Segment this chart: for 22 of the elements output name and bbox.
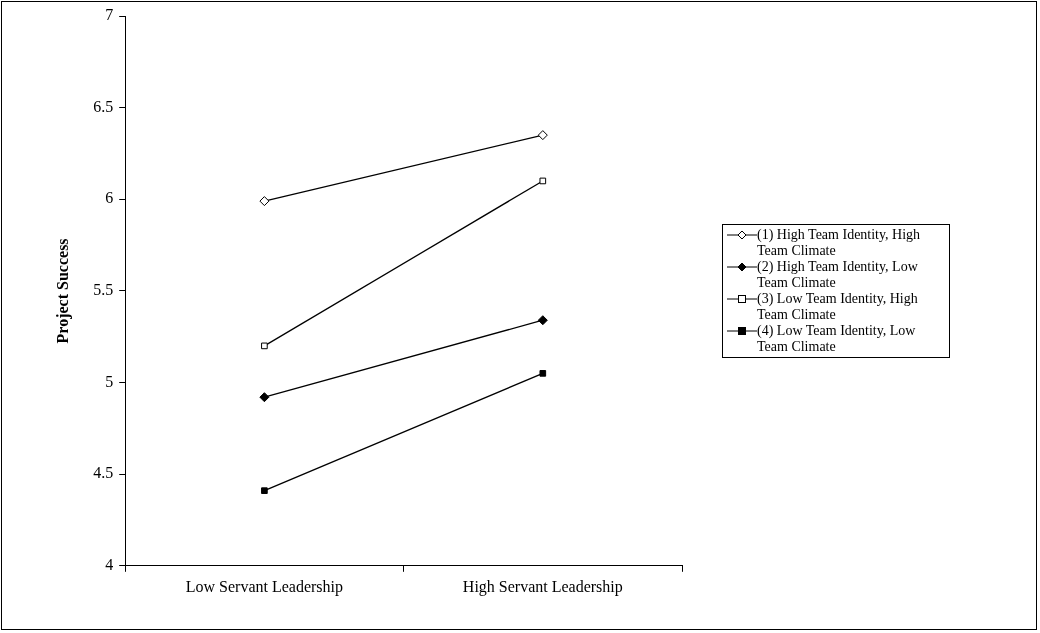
point: [539, 177, 547, 185]
y-axis-title: Project Success: [53, 238, 72, 344]
y-tick-label: 5: [105, 372, 114, 390]
legend-label: (1) High Team Identity, High Team Climate: [757, 227, 922, 259]
point: [259, 196, 270, 207]
x-tick-label: Low Servant Leadership: [185, 577, 344, 596]
point: [537, 315, 548, 326]
point: [539, 370, 547, 377]
y-tick-label: 6: [105, 189, 114, 207]
y-tick-label: 6.5: [93, 97, 114, 115]
y-tick-label: 4: [105, 556, 114, 573]
y-tick-label: 7: [105, 6, 114, 24]
x-tick-label: High Servant Leadership: [462, 577, 623, 596]
legend-label: (2) High Team Identity, Low Team Climate: [757, 259, 919, 291]
point: [261, 342, 268, 350]
point: [537, 130, 548, 141]
legend-label: (3) Low Team Identity, High Team Climate: [757, 291, 919, 323]
legend-label: (4) Low Team Identity, Low Team Climate: [757, 323, 917, 355]
point: [259, 392, 270, 403]
y-tick-label: 5.5: [93, 281, 114, 299]
point: [261, 487, 268, 494]
y-tick-label: 4.5: [93, 464, 114, 482]
